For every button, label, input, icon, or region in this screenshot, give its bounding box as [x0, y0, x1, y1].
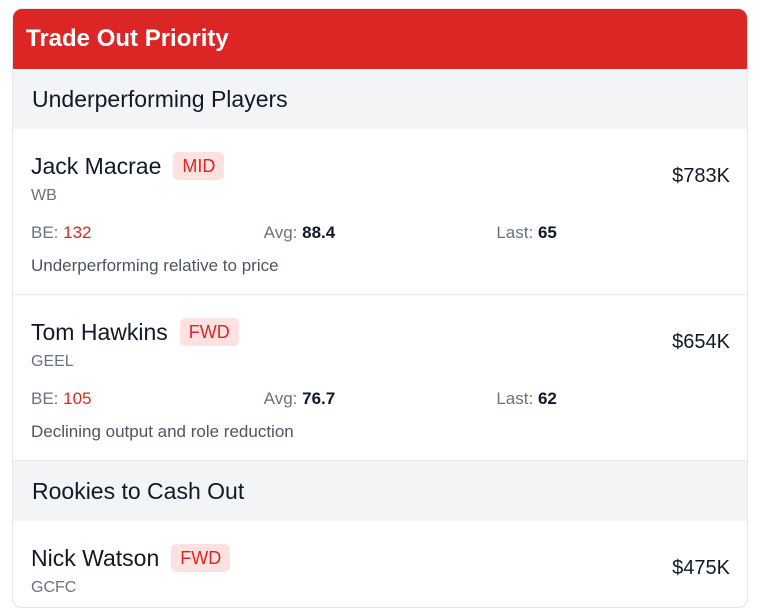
team-label: GEEL: [31, 353, 74, 370]
last-score-value: 65: [537, 223, 557, 242]
stats-row: BE: 132 Avg: 88.4 Last: 65: [31, 221, 729, 245]
trade-reason: Underperforming relative to price: [31, 256, 279, 275]
average-value: 76.7: [302, 389, 336, 408]
player-name[interactable]: Jack Macrae: [31, 152, 162, 179]
breakeven-value: 132: [63, 223, 92, 242]
section-header-rookies: Rookies to Cash Out: [13, 461, 747, 521]
trade-out-card: Trade Out Priority Underperforming Playe…: [12, 8, 748, 608]
player-price: $475K: [672, 557, 730, 579]
stats-row: BE: 105 Avg: 76.7 Last: 62: [31, 387, 729, 411]
team-label: GCFC: [31, 579, 77, 596]
player-row[interactable]: Tom Hawkins FWD GEEL $654K BE: 105 Avg: …: [13, 295, 747, 461]
average-value: 88.4: [302, 223, 336, 242]
breakeven-value: 105: [63, 389, 92, 408]
player-row[interactable]: Jack Macrae MID WB $783K BE: 132 Avg: 88…: [13, 129, 747, 295]
player-price: $654K: [672, 331, 730, 353]
last-score-stat: Last: 62: [496, 389, 557, 408]
breakeven-stat: BE: 105: [31, 389, 92, 408]
card-title: Trade Out Priority: [13, 9, 747, 69]
trade-reason: Declining output and role reduction: [31, 422, 294, 441]
player-name[interactable]: Tom Hawkins: [31, 318, 168, 345]
position-badge: MID: [173, 152, 225, 180]
breakeven-stat: BE: 132: [31, 223, 92, 242]
section-header-underperforming: Underperforming Players: [13, 69, 747, 129]
last-score-stat: Last: 65: [496, 223, 557, 242]
position-badge: FWD: [171, 544, 231, 572]
player-price: $783K: [672, 165, 730, 187]
average-stat: Avg: 76.7: [263, 389, 336, 408]
position-badge: FWD: [179, 318, 239, 346]
player-row[interactable]: Nick Watson FWD GCFC $475K: [13, 521, 747, 607]
player-name[interactable]: Nick Watson: [31, 544, 160, 571]
team-label: WB: [31, 187, 57, 204]
last-score-value: 62: [537, 389, 557, 408]
average-stat: Avg: 88.4: [263, 223, 336, 242]
